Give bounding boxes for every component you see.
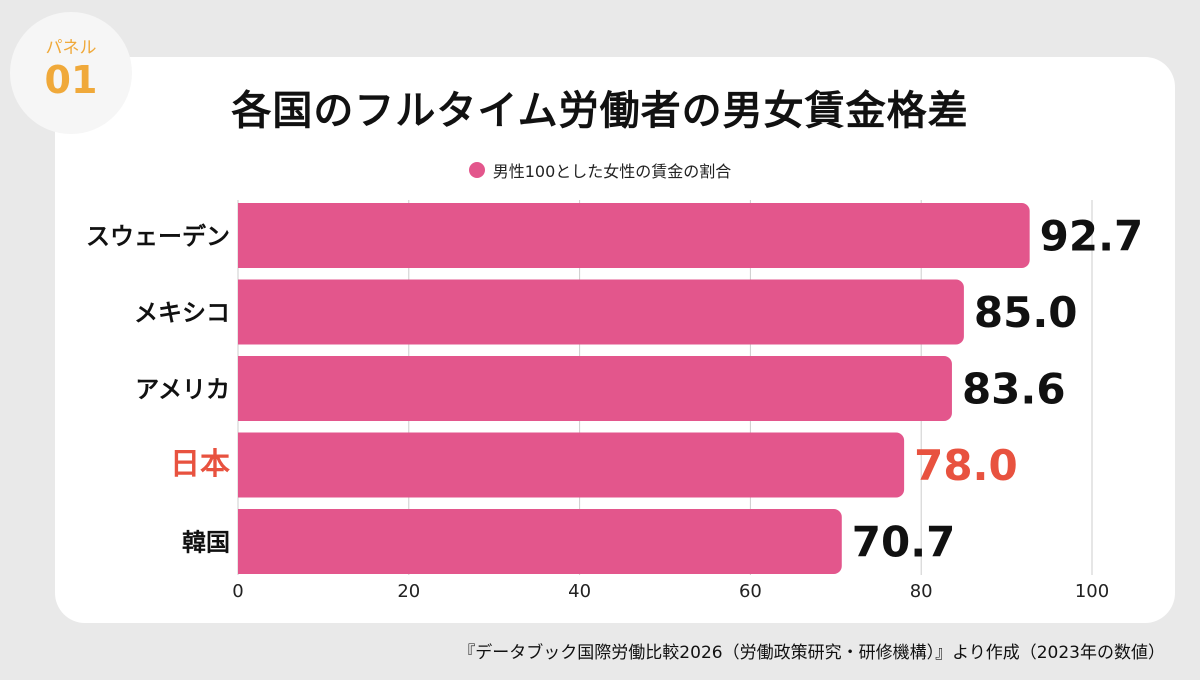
bar-left-edge	[238, 432, 250, 498]
data-label: 85.0	[974, 288, 1078, 337]
x-tick-label: 100	[1075, 581, 1109, 602]
data-label: 83.6	[962, 365, 1066, 414]
category-label: 日本	[170, 447, 230, 482]
category-label: スウェーデン	[86, 223, 230, 251]
category-label: アメリカ	[135, 376, 230, 404]
bar	[238, 279, 964, 345]
x-tick-label: 20	[397, 581, 420, 602]
panel-badge: パネル 01	[10, 12, 132, 134]
legend-label: 男性100とした女性の賃金の割合	[492, 162, 732, 181]
bar	[238, 509, 842, 574]
panel-badge-number: 01	[44, 58, 98, 102]
bar-left-edge	[238, 279, 250, 345]
data-label: 78.0	[914, 441, 1018, 490]
data-label: 92.7	[1040, 212, 1144, 261]
x-tick-label: 40	[568, 581, 591, 602]
chart-title: 各国のフルタイム労働者の男女賃金格差	[231, 88, 969, 134]
source-note: 『データブック国際労働比較2026（労働政策研究・研修機構）』より作成（2023…	[458, 643, 1165, 663]
x-tick-label: 60	[739, 581, 762, 602]
chart-legend: 男性100とした女性の賃金の割合	[0, 158, 1200, 182]
category-label: 韓国	[182, 529, 230, 557]
x-tick-label: 0	[232, 581, 243, 602]
panel-badge-label: パネル	[45, 38, 97, 58]
bar-left-edge	[238, 203, 250, 268]
bar-left-edge	[238, 509, 250, 574]
bar	[238, 432, 905, 498]
x-tick-label: 80	[910, 581, 933, 602]
bar	[238, 356, 952, 421]
bar	[238, 203, 1030, 268]
category-label: メキシコ	[134, 299, 230, 327]
data-label: 70.7	[852, 518, 956, 567]
legend-marker	[468, 162, 485, 178]
bar-left-edge	[238, 356, 250, 421]
